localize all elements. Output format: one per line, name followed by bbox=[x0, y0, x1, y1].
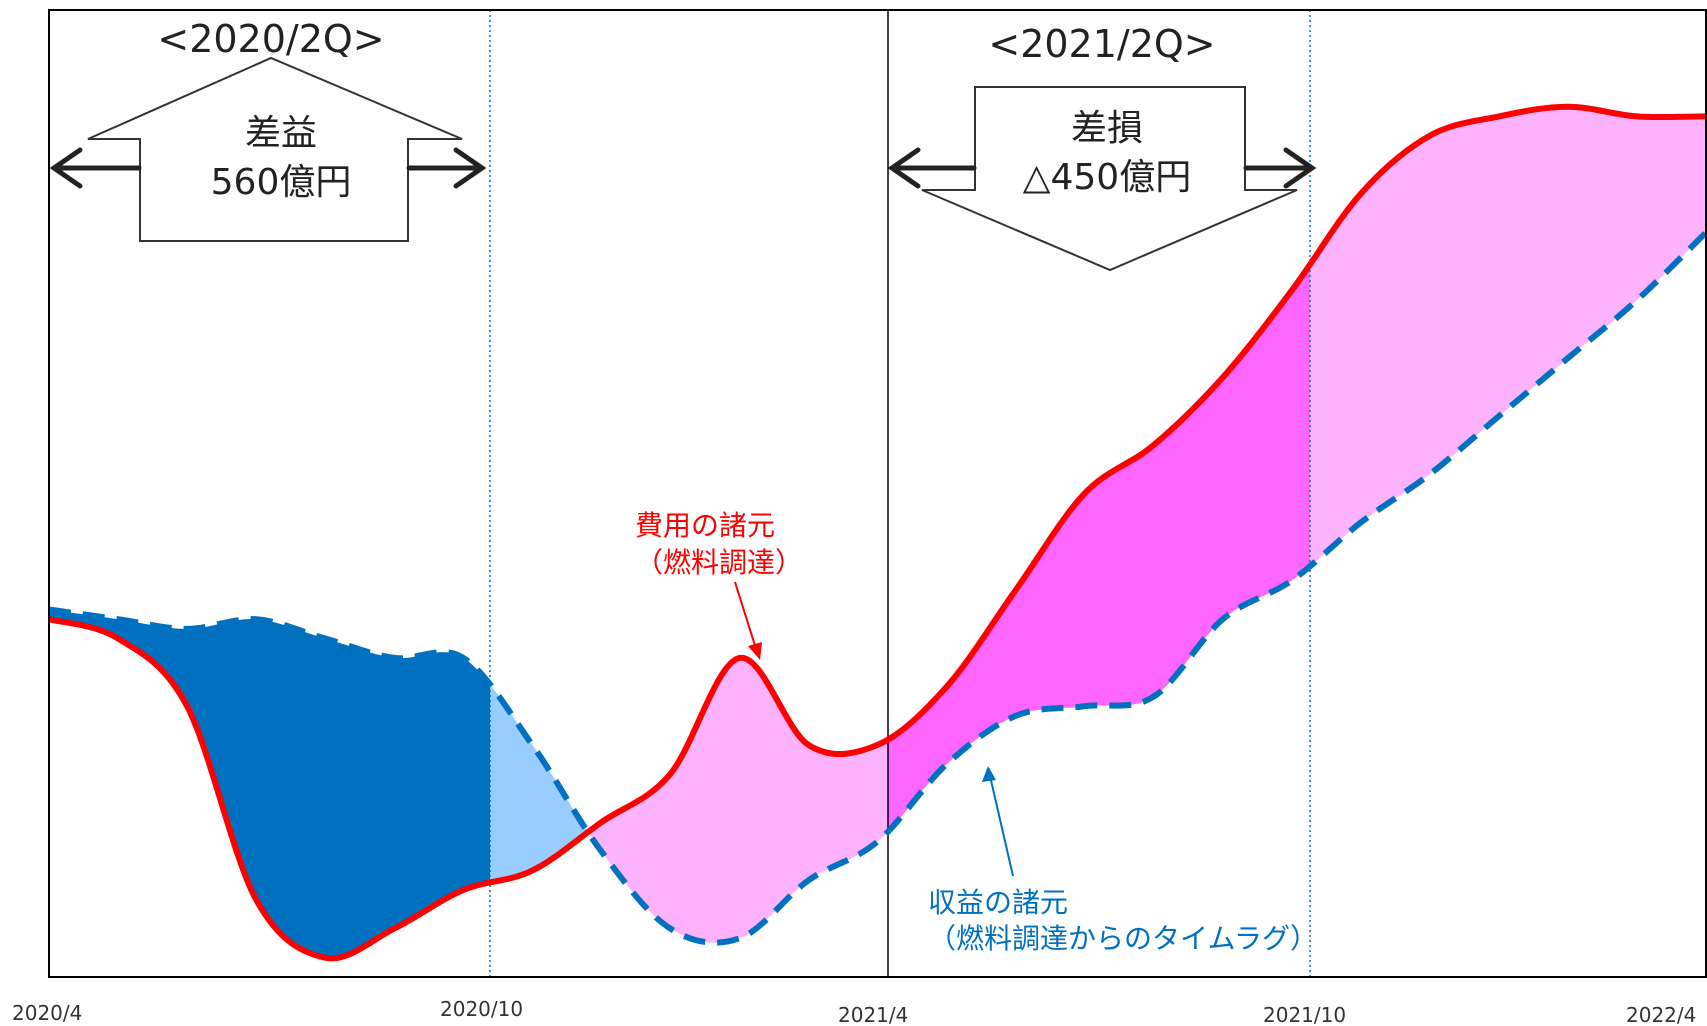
double-arrow-right bbox=[887, 147, 1317, 189]
x-tick-label: 2020/10 bbox=[440, 997, 523, 1021]
loss-annotation: <2021/2Q> 差損 △450億円 bbox=[887, 22, 1317, 272]
series-cost-line bbox=[48, 103, 1707, 962]
up-arrow-shape bbox=[87, 56, 463, 242]
revenue-label-line2: （燃料調達からのタイムラグ） bbox=[928, 922, 1318, 955]
revenue-label-line1: 収益の諸元 bbox=[928, 886, 1068, 919]
gain-area-dark bbox=[49, 106, 490, 959]
cost-pointer-arrowhead bbox=[748, 642, 762, 660]
loss-arrow-text: 差損 bbox=[1071, 108, 1143, 149]
period-label-2021: <2021/2Q> bbox=[988, 22, 1215, 66]
period-label-2020: <2020/2Q> bbox=[157, 17, 384, 61]
x-tick-label: 2022/4 bbox=[1626, 1003, 1696, 1026]
cost-label-line2: （燃料調達） bbox=[635, 546, 803, 579]
revenue-pointer-arrow bbox=[989, 775, 1014, 877]
double-arrow-left bbox=[49, 147, 487, 189]
revenue-pointer-arrowhead bbox=[982, 766, 996, 782]
loss-amount-text: △450億円 bbox=[1023, 157, 1191, 198]
gain-annotation: <2020/2Q> 差益 560億円 bbox=[49, 17, 487, 242]
gain-arrow-text: 差益 bbox=[245, 113, 317, 154]
x-tick-label: 2021/10 bbox=[1263, 1003, 1346, 1026]
cost-pointer-arrow bbox=[734, 581, 758, 653]
gain-amount-text: 560億円 bbox=[211, 162, 352, 203]
plot-frame bbox=[48, 9, 1707, 978]
down-arrow-shape bbox=[921, 86, 1298, 272]
x-tick-label: 2021/4 bbox=[838, 1003, 908, 1026]
x-axis: 2020/4 2020/10 2021/4 2021/10 2022/4 bbox=[12, 997, 1696, 1026]
x-tick-label: 2020/4 bbox=[12, 1001, 82, 1025]
revenue-series-label: 収益の諸元 （燃料調達からのタイムラグ） bbox=[928, 766, 1318, 955]
cost-label-line1: 費用の諸元 bbox=[635, 509, 775, 542]
loss-area-dark bbox=[888, 106, 1310, 959]
cost-series-label: 費用の諸元 （燃料調達） bbox=[635, 509, 803, 660]
